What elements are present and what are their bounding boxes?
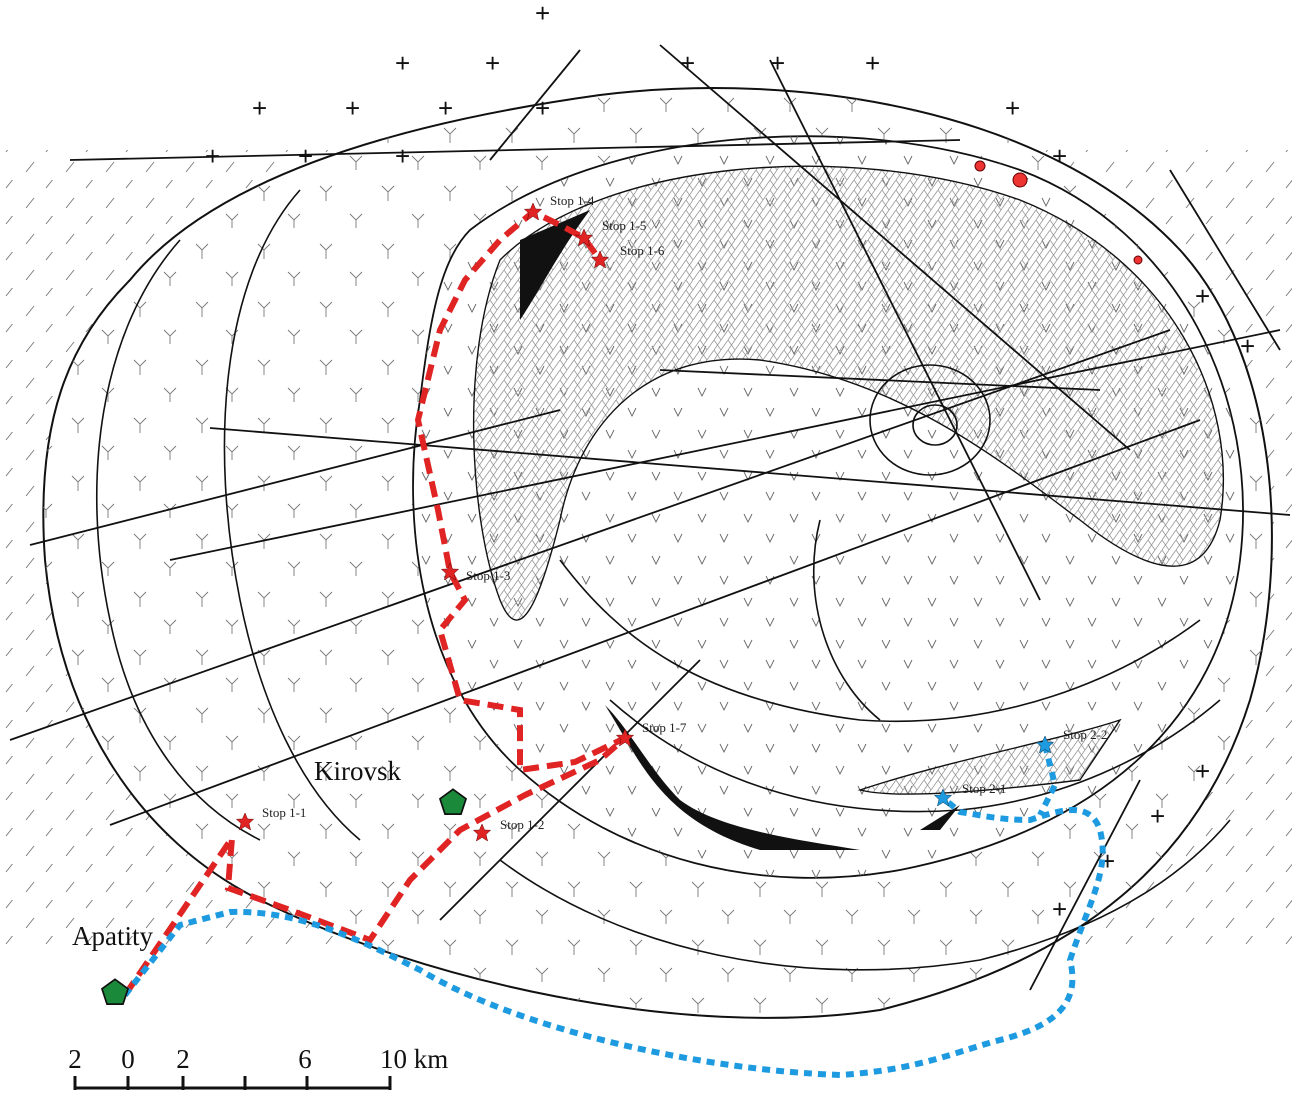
stop-label: Stop 1-4 [550,193,595,208]
svg-text:+: + [1195,281,1210,311]
stop-label: Stop 2-1 [962,781,1006,796]
town-marker [102,979,128,1004]
town-label: Apatity [72,921,153,951]
town-label: Kirovsk [314,756,401,786]
svg-text:+: + [1052,894,1067,924]
stop-label: Stop 1-2 [500,817,544,832]
svg-text:+: + [298,141,313,171]
stop-label: Stop 1-7 [642,720,687,735]
scale-label: 2 [68,1044,82,1074]
svg-text:+: + [252,93,267,123]
svg-text:+: + [1005,93,1020,123]
stop-label: Stop 1-3 [466,568,510,583]
svg-text:+: + [205,141,220,171]
svg-text:+: + [1195,756,1210,786]
scale-label: 6 [298,1044,312,1074]
svg-text:+: + [395,48,410,78]
svg-text:+: + [535,93,550,123]
scale-label: 10 km [380,1044,448,1074]
stop-label: Stop 1-5 [602,218,646,233]
svg-text:+: + [535,0,550,28]
svg-text:+: + [395,141,410,171]
svg-text:+: + [1052,141,1067,171]
svg-text:+: + [345,93,360,123]
svg-text:+: + [1240,331,1255,361]
svg-text:+: + [438,93,453,123]
scale-label: 0 [121,1044,135,1074]
svg-text:+: + [865,48,880,78]
svg-text:+: + [770,48,785,78]
svg-text:+: + [680,48,695,78]
svg-text:+: + [1150,801,1165,831]
stop-label: Stop 1-1 [262,805,306,820]
stop-label: Stop 1-6 [620,243,665,258]
geological-map: ++++++ +++++ ++++ ++++++ Stop 1-1 Stop 1… [0,0,1292,1095]
stop-label: Stop 2-2 [1063,727,1107,742]
scale-bar [75,1076,390,1090]
scale-label: 2 [176,1044,190,1074]
svg-text:+: + [485,48,500,78]
